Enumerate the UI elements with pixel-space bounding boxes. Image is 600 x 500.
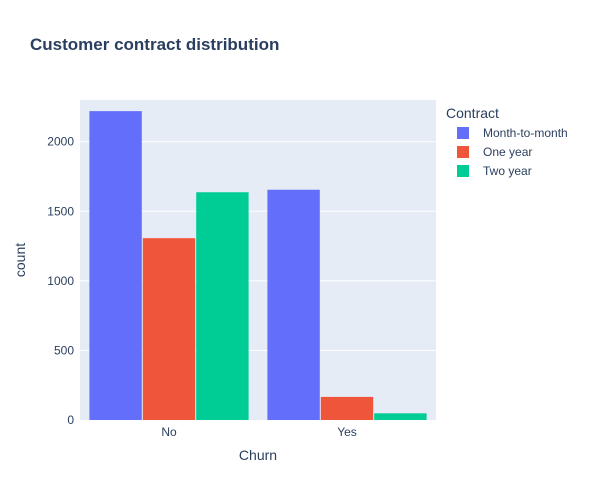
legend[interactable]: Contract Month-to-month One year Two year	[446, 105, 568, 178]
y-tick-label-1000: 1000	[47, 274, 74, 288]
legend-item-two-year[interactable]: Two year	[457, 164, 532, 178]
x-axis-title: Churn	[239, 447, 277, 463]
y-tick-label-0: 0	[67, 413, 74, 427]
bar-no-one-year[interactable]	[142, 238, 196, 420]
bar-yes-month-to-month[interactable]	[267, 189, 320, 420]
legend-swatch-one-year	[457, 146, 469, 158]
bar-no-two-year[interactable]	[196, 192, 249, 420]
legend-title: Contract	[446, 105, 499, 121]
y-tick-label-2000: 2000	[47, 135, 74, 149]
bar-yes-one-year[interactable]	[320, 396, 374, 420]
legend-label-one-year: One year	[483, 145, 532, 159]
legend-label-month-to-month: Month-to-month	[483, 126, 568, 140]
bar-no-month-to-month[interactable]	[89, 111, 142, 420]
legend-label-two-year: Two year	[483, 164, 532, 178]
y-axis-ticks: 0 500 1000 1500 2000	[47, 135, 74, 427]
bars[interactable]	[89, 111, 427, 420]
y-axis-title: count	[12, 243, 28, 277]
x-tick-label-yes: Yes	[337, 425, 357, 439]
y-tick-label-500: 500	[54, 343, 74, 357]
x-axis-ticks: No Yes	[161, 425, 356, 439]
legend-items[interactable]: Month-to-month One year Two year	[457, 126, 568, 178]
chart-title: Customer contract distribution	[30, 35, 279, 54]
legend-item-month-to-month[interactable]: Month-to-month	[457, 126, 568, 140]
bar-yes-two-year[interactable]	[374, 413, 427, 420]
legend-swatch-month-to-month	[457, 127, 469, 139]
legend-item-one-year[interactable]: One year	[457, 145, 532, 159]
y-tick-label-1500: 1500	[47, 204, 74, 218]
legend-swatch-two-year	[457, 165, 469, 177]
x-tick-label-no: No	[161, 425, 177, 439]
